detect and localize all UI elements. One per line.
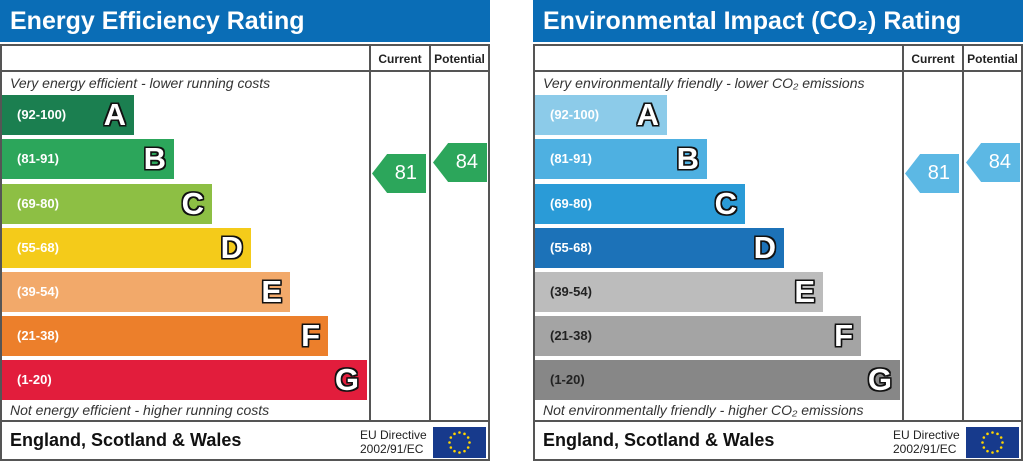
current-rating-arrow: 81 bbox=[372, 154, 426, 193]
bottom-note: Not environmentally friendly - higher CO… bbox=[543, 402, 864, 418]
potential-rating-arrow: 84 bbox=[966, 143, 1020, 182]
potential-column-header: Potential bbox=[434, 52, 485, 66]
chart-title: Energy Efficiency Rating bbox=[0, 0, 490, 42]
band-letter: F bbox=[834, 318, 853, 353]
band-letter: F bbox=[301, 318, 320, 353]
band-bar-c: (69-80) C bbox=[2, 184, 212, 224]
column-divider bbox=[962, 46, 964, 422]
band-bar-d: (55-68) D bbox=[535, 228, 784, 268]
band-range: (81-91) bbox=[550, 151, 592, 166]
rating-box: Current Potential Very energy efficient - … bbox=[0, 44, 490, 461]
band-range: (1-20) bbox=[550, 372, 585, 387]
chart-title: Environmental Impact (CO₂) Rating bbox=[533, 0, 1023, 42]
eu-directive: EU Directive 2002/91/EC bbox=[360, 428, 427, 456]
eu-directive-line2: 2002/91/EC bbox=[360, 442, 424, 456]
band-range: (92-100) bbox=[17, 107, 67, 122]
eu-directive-line1: EU Directive bbox=[360, 428, 427, 442]
band-letter: G bbox=[334, 362, 359, 397]
eu-flag-icon bbox=[433, 427, 486, 458]
footer-divider bbox=[2, 420, 488, 422]
band-letter: G bbox=[867, 362, 892, 397]
region-label: England, Scotland & Wales bbox=[10, 430, 242, 450]
potential-rating-arrow: 84 bbox=[433, 143, 487, 182]
band-range: (81-91) bbox=[17, 151, 59, 166]
band-range: (1-20) bbox=[17, 372, 52, 387]
eu-directive: EU Directive 2002/91/EC bbox=[893, 428, 960, 456]
band-letter: E bbox=[261, 274, 282, 309]
band-bar-a: (92-100) A bbox=[535, 95, 667, 135]
environmental-impact-panel: Environmental Impact (CO₂) Rating Current… bbox=[533, 0, 1023, 461]
column-divider bbox=[902, 46, 904, 422]
band-range: (39-54) bbox=[550, 284, 592, 299]
band-bar-e: (39-54) E bbox=[2, 272, 290, 312]
band-letter: B bbox=[143, 141, 166, 176]
band-range: (55-68) bbox=[17, 240, 59, 255]
band-letter: A bbox=[103, 97, 126, 132]
band-range: (39-54) bbox=[17, 284, 59, 299]
band-bar-g: (1-20) G bbox=[2, 360, 367, 400]
header-divider bbox=[535, 70, 1021, 72]
band-bar-b: (81-91) B bbox=[535, 139, 707, 179]
band-letter: A bbox=[636, 97, 659, 132]
band-bar-b: (81-91) B bbox=[2, 139, 174, 179]
band-letter: B bbox=[676, 141, 699, 176]
bottom-note: Not energy efficient - higher running co… bbox=[10, 402, 270, 418]
band-bar-g: (1-20) G bbox=[535, 360, 900, 400]
band-letter: C bbox=[714, 186, 737, 221]
current-column-header: Current bbox=[911, 52, 955, 66]
region-label: England, Scotland & Wales bbox=[543, 430, 775, 450]
top-note: Very environmentally friendly - lower CO… bbox=[543, 75, 865, 91]
eu-directive-line2: 2002/91/EC bbox=[893, 442, 957, 456]
band-letter: D bbox=[753, 230, 776, 265]
column-divider bbox=[369, 46, 371, 422]
band-bar-f: (21-38) F bbox=[535, 316, 861, 356]
potential-column-header: Potential bbox=[967, 52, 1018, 66]
energy-efficiency-panel: Energy Efficiency Rating Current Potential… bbox=[0, 0, 490, 461]
top-note: Very energy efficient - lower running co… bbox=[10, 75, 271, 91]
rating-box: Current Potential Very environmentally fri… bbox=[533, 44, 1023, 461]
band-letter: D bbox=[220, 230, 243, 265]
band-range: (69-80) bbox=[550, 196, 592, 211]
band-letter: E bbox=[794, 274, 815, 309]
footer-divider bbox=[535, 420, 1021, 422]
band-range: (55-68) bbox=[550, 240, 592, 255]
band-bar-d: (55-68) D bbox=[2, 228, 251, 268]
eu-directive-line1: EU Directive bbox=[893, 428, 960, 442]
column-divider bbox=[429, 46, 431, 422]
band-bar-f: (21-38) F bbox=[2, 316, 328, 356]
header-divider bbox=[2, 70, 488, 72]
band-range: (21-38) bbox=[550, 328, 592, 343]
band-bar-a: (92-100) A bbox=[2, 95, 134, 135]
band-range: (21-38) bbox=[17, 328, 59, 343]
current-rating-arrow: 81 bbox=[905, 154, 959, 193]
band-range: (92-100) bbox=[550, 107, 600, 122]
band-bar-e: (39-54) E bbox=[535, 272, 823, 312]
band-bar-c: (69-80) C bbox=[535, 184, 745, 224]
band-letter: C bbox=[181, 186, 204, 221]
band-range: (69-80) bbox=[17, 196, 59, 211]
eu-flag-icon bbox=[966, 427, 1019, 458]
current-column-header: Current bbox=[378, 52, 422, 66]
